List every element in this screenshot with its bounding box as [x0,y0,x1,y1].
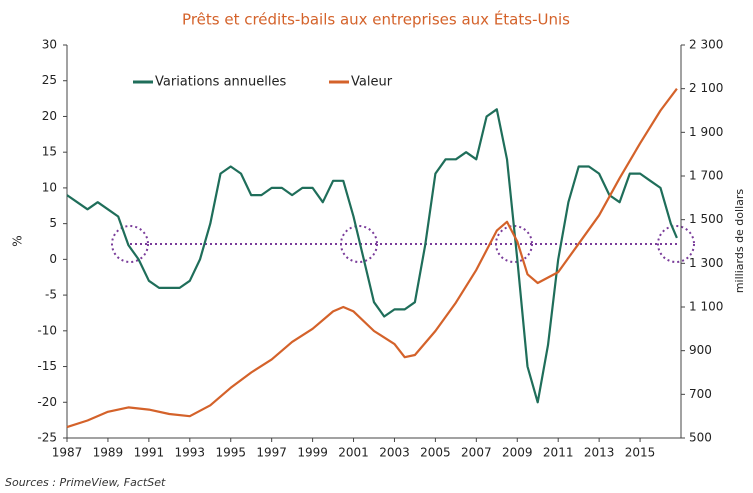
legend-background [325,72,405,92]
y-tick-label: -10 [37,323,57,337]
y2-tick-label: 1 900 [689,125,723,139]
x-tick-label: 2009 [502,446,533,460]
y2-tick-label: 2 100 [689,81,723,95]
highlight-circle [495,225,533,263]
y2-tick-label: 1 100 [689,300,723,314]
x-tick-label: 2007 [461,446,492,460]
x-tick-label: 2003 [379,446,410,460]
y2-tick-label: 900 [689,343,712,357]
y-axis-label: % [11,235,25,246]
y-tick-label: 25 [42,73,57,87]
highlight-circle [111,225,149,263]
legend-label: Variations annuelles [155,75,286,90]
chart-title: Prêts et crédits-bails aux entreprises a… [182,10,570,29]
x-tick-label: 1987 [52,446,83,460]
x-tick-label: 1999 [297,446,328,460]
y-tick-label: -20 [37,395,57,409]
source: Sources : PrimeView, FactSet [5,476,166,489]
y-tick-label: 20 [42,109,57,123]
y2-tick-label: 500 [689,431,712,445]
series-line [66,108,678,404]
annotations [111,225,695,263]
x-tick-label: 2005 [420,446,451,460]
x-tick-label: 2015 [625,446,656,460]
y-tick-label: 5 [49,216,57,230]
y2-tick-label: 1 300 [689,256,723,270]
x-tick-label: 1995 [215,446,246,460]
y2-axis-label: milliards de dollars [733,189,746,294]
y2-tick-label: 1 700 [689,169,723,183]
x-tick-label: 2013 [584,446,615,460]
y-tick-label: 15 [42,145,57,159]
y-tick-label: -25 [37,431,57,445]
legend-background [129,72,309,92]
y-tick-label: 0 [49,252,57,266]
y-tick-label: 10 [42,180,57,194]
y-tick-label: -5 [45,288,57,302]
y2-tick-label: 700 [689,387,712,401]
y-tick-label: 30 [42,38,57,52]
series-line [66,88,678,429]
y2-tick-label: 2 300 [689,38,723,52]
highlight-circle [340,225,378,263]
x-tick-label: 2011 [543,446,574,460]
y2-tick-label: 1 500 [689,212,723,226]
y-tick-label: -15 [37,359,57,373]
x-tick-label: 2001 [338,446,369,460]
x-tick-label: 1989 [93,446,124,460]
highlight-circle [657,225,695,263]
x-tick-label: 1993 [175,446,206,460]
x-tick-label: 1991 [134,446,165,460]
legend-label: Valeur [351,75,393,90]
x-tick-label: 1997 [256,446,287,460]
